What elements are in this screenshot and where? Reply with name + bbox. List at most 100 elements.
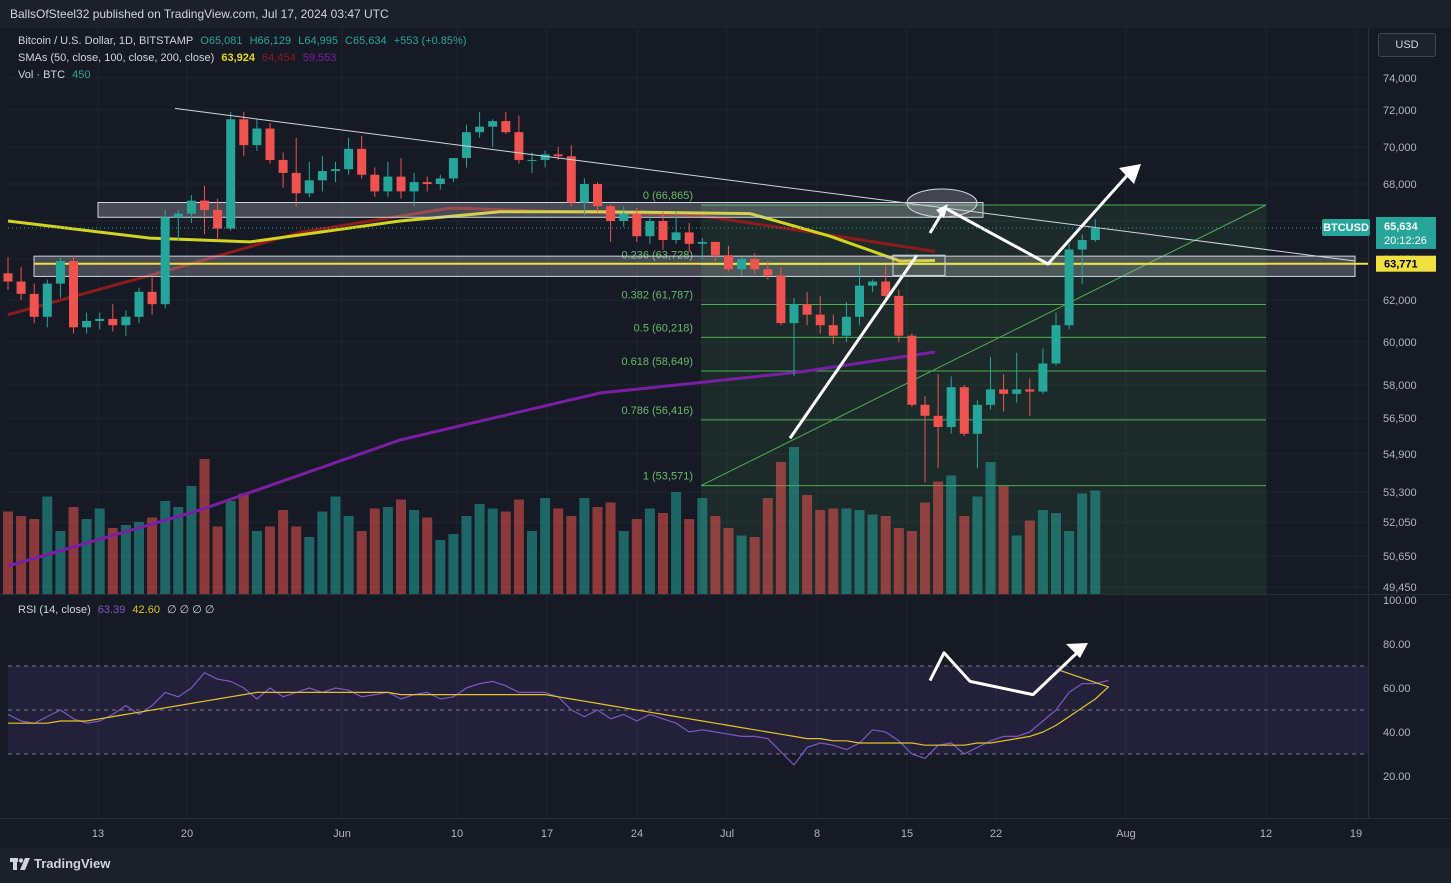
candle-body: [42, 283, 52, 317]
x-tick-label: 8: [814, 828, 820, 840]
rsi-tick-label: 20.00: [1383, 771, 1411, 783]
x-tick-label: 20: [181, 828, 193, 840]
footer-bar: [0, 848, 1451, 883]
level-tag-value: 63,771: [1384, 259, 1418, 271]
fib-label: 0.786 (56,416): [621, 405, 693, 417]
candle-body: [134, 291, 144, 317]
y-tick-label: 54,900: [1383, 449, 1417, 461]
rsi-projection-path: [928, 645, 1086, 697]
candle-body: [1090, 227, 1100, 240]
candle-body: [566, 156, 576, 203]
symbol-title: Bitcoin / U.S. Dollar, 1D, BITSTAMP: [18, 35, 194, 47]
candle-body: [501, 121, 511, 133]
sma-legend: SMAs (50, close, 100, close, 200, close)…: [18, 52, 340, 64]
volume-bar: [3, 511, 13, 594]
volume-bar: [265, 526, 275, 594]
fib-label: 0.5 (60,218): [634, 322, 693, 334]
candle-body: [370, 174, 380, 192]
candle-body: [920, 404, 930, 416]
volume-bar: [775, 462, 786, 594]
candle-body: [907, 335, 917, 405]
x-tick-label: 15: [901, 828, 913, 840]
candle-body: [29, 293, 39, 317]
volume-bar: [199, 459, 210, 594]
projection-arrowhead: [1119, 164, 1141, 184]
volume-bar: [540, 498, 551, 594]
x-tick-label: 12: [1260, 828, 1272, 840]
volume-bar: [736, 535, 747, 594]
volume-bar: [631, 519, 642, 594]
volume-bar: [238, 493, 249, 594]
candle-body: [1038, 363, 1048, 392]
price-tag-countdown: 20:12:26: [1384, 235, 1427, 247]
y-tick-label: 70,000: [1383, 142, 1417, 154]
descending-trendline: [174, 107, 1356, 262]
volume-bar: [671, 492, 682, 594]
price-tag-bg: [1376, 216, 1436, 249]
candle-body: [986, 389, 995, 405]
volume-bar: [762, 498, 773, 594]
candle-body: [448, 158, 458, 179]
x-tick-label: Aug: [1116, 828, 1136, 840]
x-tick-label: Jul: [720, 828, 734, 840]
publisher-text: BallsOfSteel32 published on TradingView.…: [10, 7, 389, 21]
y-tick-label: 50,650: [1383, 551, 1417, 563]
candle-body: [1012, 389, 1022, 394]
y-tick-label: 56,500: [1383, 413, 1417, 425]
fib-label: 1 (53,571): [643, 471, 693, 483]
candle-body: [540, 154, 550, 160]
volume-bar: [880, 516, 891, 594]
candle-body: [579, 184, 589, 203]
candle-body: [802, 304, 812, 315]
candle-body: [881, 281, 891, 296]
volume-bar: [527, 531, 537, 594]
volume-bar: [396, 499, 406, 594]
volume-label: Vol · BTC: [18, 69, 66, 81]
y-tick-label: 52,050: [1383, 517, 1417, 529]
volume-bar: [802, 495, 813, 594]
volume-bar: [933, 481, 944, 594]
current-highlight-box: [892, 254, 946, 276]
breakout-ellipse: [906, 188, 978, 218]
rsi-legend: RSI (14, close) 63.39 42.60 ∅ ∅ ∅ ∅: [18, 603, 219, 616]
volume-bar: [317, 511, 328, 594]
currency-button[interactable]: USD: [1378, 33, 1436, 57]
x-tick-label: Jun: [333, 828, 351, 840]
volume-bar: [841, 508, 852, 594]
candle-body: [1051, 325, 1061, 364]
candle-body: [724, 255, 733, 270]
volume-bar: [330, 496, 341, 594]
candle-body: [959, 387, 969, 434]
sma50-value: 63,924: [221, 52, 255, 64]
candle-body: [606, 206, 616, 221]
candle-body: [186, 200, 196, 214]
volume-bar: [1011, 535, 1022, 594]
volume-bar: [985, 462, 996, 594]
volume-bar: [291, 526, 302, 594]
candle-body: [868, 281, 878, 286]
volume-bar: [461, 516, 472, 594]
volume-bar: [618, 531, 629, 594]
volume-bar: [1090, 490, 1101, 594]
candle-body: [737, 259, 747, 270]
candle-body: [409, 182, 419, 192]
symbol-legend: Bitcoin / U.S. Dollar, 1D, BITSTAMP O65,…: [18, 35, 470, 47]
volume-bar: [448, 534, 459, 594]
candle-body: [160, 217, 170, 305]
volume-bar: [186, 486, 197, 594]
volume-bar: [579, 498, 590, 594]
y-tick-label: 62,000: [1383, 295, 1417, 307]
x-tick-label: 10: [451, 828, 463, 840]
candle-body: [514, 132, 524, 160]
candle-body: [710, 241, 720, 256]
x-tick-label: 19: [1350, 828, 1362, 840]
candle-body: [593, 184, 602, 207]
candle-body: [527, 159, 537, 161]
volume-bar: [723, 528, 734, 594]
y-tick-label: 74,000: [1383, 73, 1417, 85]
open-value: O65,081: [200, 35, 243, 47]
tradingview-logo[interactable]: TradingView: [10, 856, 110, 871]
x-tick-label: 13: [92, 828, 104, 840]
rsi-value: 63.39: [97, 604, 126, 616]
